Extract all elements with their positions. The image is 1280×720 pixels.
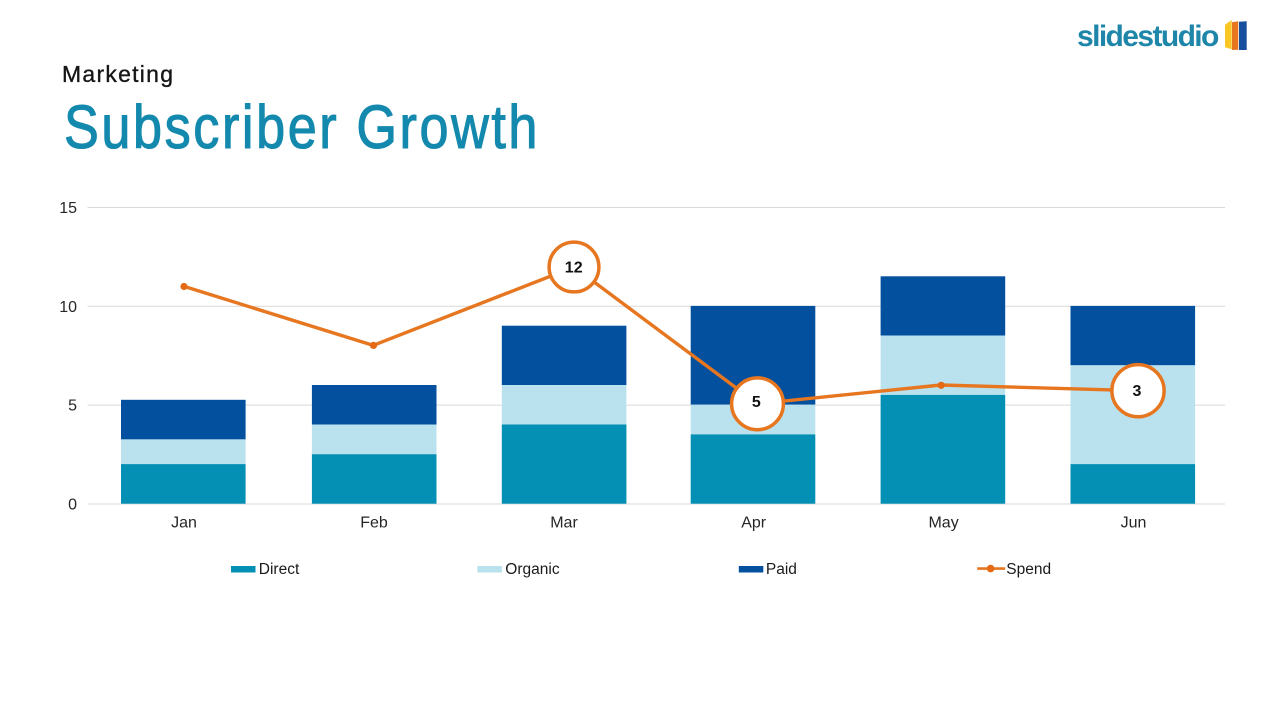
svg-text:5: 5 <box>68 398 77 415</box>
svg-text:Feb: Feb <box>360 515 388 532</box>
svg-text:Jun: Jun <box>1121 515 1147 532</box>
svg-text:Apr: Apr <box>741 515 767 532</box>
svg-text:Direct: Direct <box>259 561 300 578</box>
svg-text:Jan: Jan <box>171 515 197 532</box>
svg-text:3: 3 <box>1133 383 1142 400</box>
svg-text:May: May <box>928 515 958 532</box>
svg-text:15: 15 <box>59 200 77 217</box>
svg-text:10: 10 <box>59 299 77 316</box>
svg-text:Organic: Organic <box>505 561 560 578</box>
svg-text:0: 0 <box>68 497 77 514</box>
svg-text:12: 12 <box>565 260 583 277</box>
svg-text:Mar: Mar <box>550 515 578 532</box>
svg-text:Paid: Paid <box>766 561 797 578</box>
svg-text:Spend: Spend <box>1006 561 1051 578</box>
svg-text:5: 5 <box>752 394 761 411</box>
